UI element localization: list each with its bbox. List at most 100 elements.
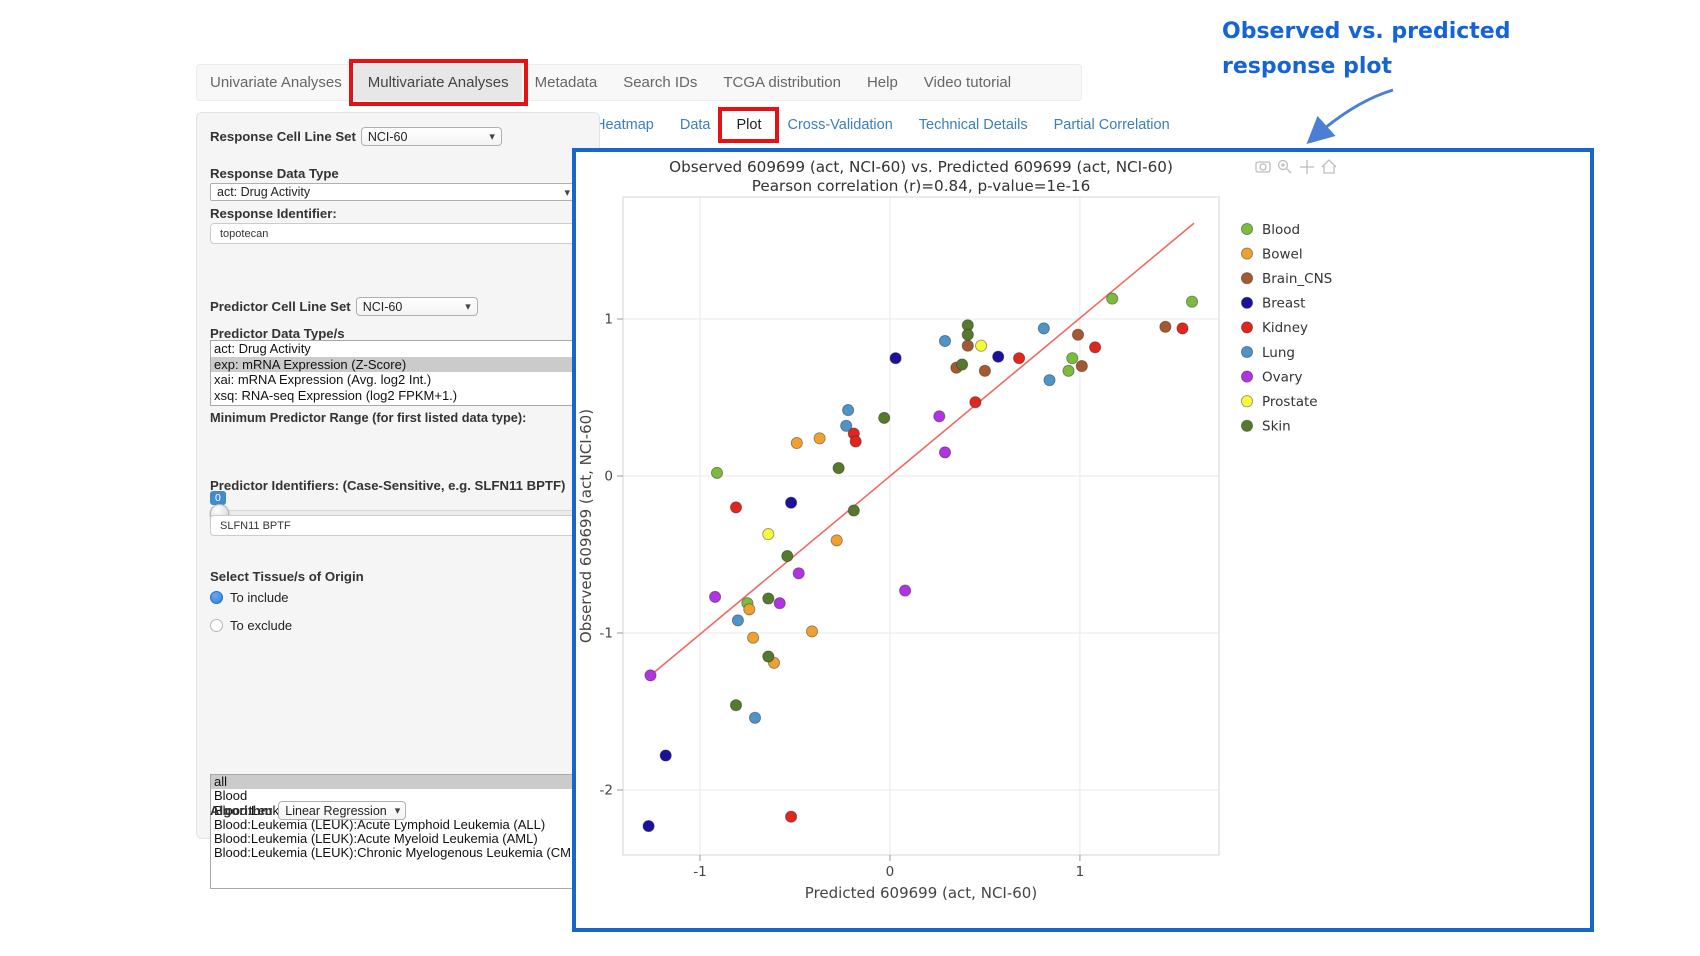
response-identifier-label: Response Identifier: (210, 206, 337, 221)
tick-label-y: -1 (600, 625, 613, 641)
nav-item-help[interactable]: Help (866, 74, 898, 91)
predictor-cell-line-set-select[interactable]: NCI-60 ▾ (355, 297, 478, 316)
scatter-point-bowel (830, 534, 843, 547)
legend-item-ovary[interactable]: Ovary (1240, 369, 1302, 385)
list-option-blood[interactable]: Blood (214, 789, 248, 804)
radio-to-include[interactable]: To include (210, 590, 577, 605)
algorithm-label: Algorithm (210, 803, 273, 818)
nav-item-univariate-analyses[interactable]: Univariate Analyses (210, 74, 342, 91)
chevron-down-icon: ▾ (465, 301, 471, 313)
scatter-point-skin (762, 592, 775, 605)
scatter-point-brain-cns (1075, 360, 1088, 373)
list-option-xsq-rna-seq-expression-log2-fpkm-1[interactable]: xsq: RNA-seq Expression (log2 FPKM+1.) (214, 387, 458, 403)
scatter-point-lung (748, 711, 762, 724)
legend-item-kidney[interactable]: Kidney (1240, 320, 1308, 336)
radio-label: To exclude (230, 618, 293, 633)
predictor-data-types-listbox[interactable]: act: Drug Activity exp: mRNA Expression (… (210, 340, 612, 406)
scatter-point-kidney (969, 396, 982, 409)
list-option-exp-mrna-expression-z-score[interactable]: exp: mRNA Expression (Z-Score) (211, 356, 611, 372)
radio-button-icon[interactable] (210, 591, 223, 604)
list-option-act-drug-activity[interactable]: act: Drug Activity (214, 341, 311, 356)
algorithm-value: Linear Regression (285, 803, 387, 818)
tab-cross-validation[interactable]: Cross-Validation (787, 117, 893, 133)
scatter-point-skin (961, 328, 974, 341)
scatter-point-bowel (743, 603, 756, 616)
response-data-type-select[interactable]: act: Drug Activity ▾ (210, 183, 577, 201)
plot-panel-border (622, 196, 1220, 856)
legend-item-blood[interactable]: Blood (1240, 222, 1300, 238)
predictor-identifiers-input[interactable] (210, 515, 577, 536)
scatter-point-blood (1066, 352, 1079, 365)
tab-data[interactable]: Data (679, 117, 711, 133)
scatter-point-kidney (729, 501, 743, 514)
scatter-point-breast (785, 496, 798, 509)
list-option-blood-leukemia-leuk-acute-myeloid-leukem[interactable]: Blood:Leukemia (LEUK):Acute Myeloid Leuk… (214, 832, 538, 847)
legend-swatch-icon (1240, 370, 1254, 383)
legend-swatch-icon (1240, 395, 1254, 408)
legend-swatch-icon (1240, 321, 1254, 334)
scatter-point-lung (1037, 322, 1050, 335)
list-option-blood-leukemia-leuk-chronic-myelogenous-[interactable]: Blood:Leukemia (LEUK):Chronic Myelogenou… (214, 846, 583, 861)
algorithm-select[interactable]: Linear Regression ▾ (278, 801, 407, 820)
legend-swatch-icon (1240, 419, 1254, 432)
tab-plot[interactable]: Plot (718, 107, 780, 143)
nav-item-multivariate-analyses[interactable]: Multivariate Analyses (348, 59, 528, 106)
regression-line (650, 222, 1195, 677)
list-option-all[interactable]: all (211, 775, 611, 790)
legend-item-bowel[interactable]: Bowel (1240, 246, 1303, 262)
camera-icon[interactable] (1255, 161, 1271, 173)
response-identifier-input[interactable] (210, 223, 577, 244)
legend-item-breast[interactable]: Breast (1240, 296, 1305, 312)
radio-label: To include (230, 590, 289, 605)
min-predictor-range-label: Minimum Predictor Range (for first liste… (210, 410, 527, 425)
chevron-down-icon: ▾ (394, 805, 401, 817)
scatter-point-skin (847, 504, 860, 517)
zoom-icon[interactable] (1277, 159, 1292, 174)
home-icon[interactable] (1321, 159, 1337, 174)
legend-item-prostate[interactable]: Prostate (1240, 394, 1318, 410)
scatter-plot: -1 0 1 -2 -1 0 1 Observed 609699 (act, NCI-60) … (577, 158, 1337, 902)
legend-swatch-icon (1240, 222, 1254, 236)
tick-label-x: -1 (693, 864, 706, 880)
scatter-point-ovary (792, 567, 805, 580)
list-option-blood-leukemia-leuk-acute-lymphoid-leuke[interactable]: Blood:Leukemia (LEUK):Acute Lymphoid Leu… (214, 817, 546, 832)
predictor-data-types-label: Predictor Data Type/s (210, 326, 345, 341)
tick-label-x: 1 (1076, 864, 1085, 880)
scatter-point-breast (992, 350, 1005, 363)
legend-label: Skin (1262, 419, 1291, 435)
scatter-point-skin (781, 550, 794, 563)
legend-label: Kidney (1262, 320, 1308, 336)
tab-partial-correlation[interactable]: Partial Correlation (1053, 117, 1170, 133)
scatter-point-breast (889, 352, 902, 365)
slider-value-badge: 0 (210, 491, 226, 505)
response-data-type-value: act: Drug Activity (217, 185, 311, 199)
legend-swatch-icon (1240, 345, 1254, 359)
scatter-point-skin (762, 650, 775, 663)
pan-icon[interactable] (1300, 160, 1314, 174)
legend-item-brain-cns[interactable]: Brain_CNS (1240, 271, 1332, 287)
list-option-xai-mrna-expression-avg-log2-int[interactable]: xai: mRNA Expression (Avg. log2 Int.) (214, 372, 432, 387)
nav-item-search-ids[interactable]: Search IDs (623, 74, 698, 91)
y-axis-title: Observed 609699 (act, NCI-60) (577, 409, 595, 643)
legend-item-skin[interactable]: Skin (1240, 419, 1291, 435)
nav-item-video-tutorial[interactable]: Video tutorial (923, 74, 1012, 91)
scatter-point-blood (710, 466, 724, 479)
chart-title: Observed 609699 (act, NCI-60) vs. Predic… (669, 158, 1173, 176)
nav-item-metadata[interactable]: Metadata (534, 74, 598, 91)
x-axis-title: Predicted 609699 (act, NCI-60) (805, 884, 1037, 902)
tab-technical-details[interactable]: Technical Details (918, 117, 1028, 133)
tab-heatmap[interactable]: Heatmap (595, 117, 654, 133)
nav-item-tcga-distribution[interactable]: TCGA distribution (723, 74, 841, 91)
legend-label: Ovary (1262, 369, 1302, 385)
legend-label: Blood (1262, 222, 1300, 238)
legend-item-lung[interactable]: Lung (1240, 345, 1295, 361)
scatter-point-kidney (1013, 352, 1026, 365)
scatter-point-brain-cns (1159, 320, 1172, 333)
radio-button-icon[interactable] (210, 619, 223, 632)
chevron-down-icon: ▾ (489, 131, 495, 143)
radio-to-exclude[interactable]: To exclude (210, 618, 577, 633)
scatter-point-ovary (644, 669, 657, 682)
tutorial-annotation-line1: Observed vs. predicted (1222, 19, 1511, 44)
response-cell-line-set-select[interactable]: NCI-60 ▾ (360, 127, 502, 146)
